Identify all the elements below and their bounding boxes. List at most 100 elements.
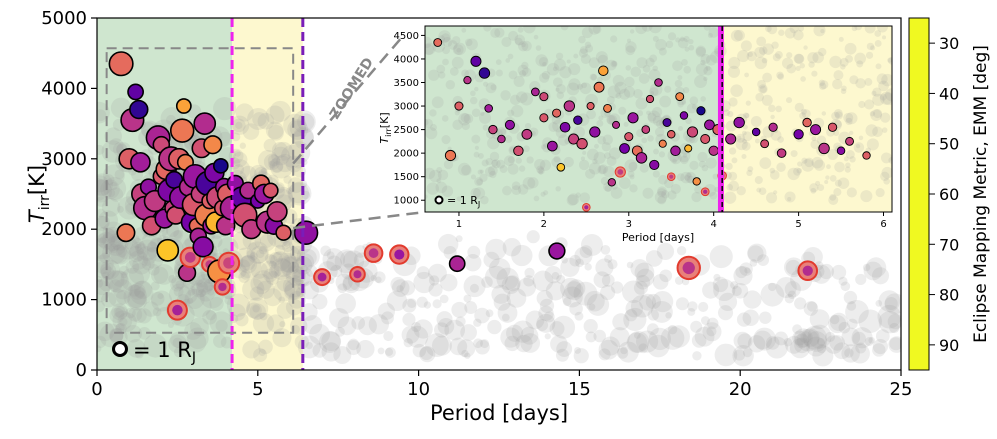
inset-background-point: [758, 84, 768, 94]
inset-background-point: [887, 56, 892, 65]
background-point: [202, 309, 218, 325]
inset-background-point: [854, 52, 867, 65]
background-point: [475, 339, 490, 355]
inset-background-point: [870, 45, 876, 51]
background-point: [213, 97, 237, 121]
background-point: [257, 150, 279, 171]
inset-background-point: [872, 93, 885, 106]
inset-background-point: [685, 117, 692, 125]
inset-data-point: [684, 144, 693, 153]
background-point: [702, 322, 722, 342]
background-point: [601, 273, 615, 287]
inset-background-point: [832, 79, 843, 90]
inset-background-point: [888, 157, 892, 164]
data-point: [108, 51, 134, 77]
inset-background-point: [507, 109, 515, 117]
background-point: [329, 308, 350, 329]
inset-background-point: [629, 184, 638, 193]
background-point: [173, 286, 184, 297]
background-point: [335, 273, 353, 291]
inset-background-point: [871, 90, 877, 96]
inset-background-point: [501, 36, 512, 48]
inset-background-point: [642, 64, 651, 73]
inset-background-point: [768, 104, 776, 113]
inset-background-point: [744, 113, 750, 119]
background-point: [168, 334, 187, 354]
inset-background-point: [495, 69, 503, 77]
background-point: [561, 257, 568, 264]
inset-background-point: [695, 63, 708, 76]
background-point: [775, 276, 797, 298]
inset-y-tick-label: 1500: [394, 172, 419, 183]
inset-background-point: [586, 109, 596, 120]
background-point: [273, 279, 295, 302]
inset-background-point: [700, 59, 706, 66]
x-tick-label: 20: [729, 379, 752, 400]
inset-background-point: [581, 82, 587, 89]
inset-background-point: [438, 71, 446, 79]
background-point: [743, 290, 762, 309]
inset-background-point: [615, 92, 622, 99]
inset-background-point: [491, 159, 501, 169]
inset-background-point: [833, 188, 842, 197]
background-point: [254, 230, 277, 252]
background-point: [625, 309, 638, 322]
x-tick-label: 0: [91, 379, 102, 400]
background-point: [274, 141, 293, 161]
background-point: [175, 280, 184, 289]
background-point: [260, 234, 274, 248]
background-point: [809, 309, 830, 330]
background-point: [105, 226, 120, 242]
background-point: [101, 292, 117, 308]
background-point: [242, 123, 260, 140]
inset-background-point: [829, 193, 837, 201]
background-point: [318, 331, 341, 353]
background-point: [334, 249, 359, 274]
inset-background-point: [579, 82, 592, 95]
background-point: [884, 296, 898, 311]
inset-background-point: [759, 157, 772, 169]
inset-background-point: [754, 138, 760, 144]
inset-background-point: [737, 135, 742, 140]
background-point: [265, 105, 285, 125]
inset-background-point: [876, 26, 888, 33]
inset-data-point: [670, 145, 681, 157]
background-point: [309, 323, 330, 345]
background-point: [833, 342, 851, 360]
background-point: [136, 308, 152, 324]
background-point: [829, 335, 846, 351]
background-point: [246, 241, 269, 264]
inset-data-point: [679, 111, 689, 120]
inset-background-point: [521, 67, 532, 77]
inset-background-point: [597, 135, 606, 145]
background-point: [203, 279, 216, 291]
background-point: [872, 343, 886, 357]
inset-background-point: [728, 171, 738, 181]
inset-data-point: [733, 116, 745, 129]
background-point: [337, 316, 357, 336]
inset-background-point: [627, 170, 635, 178]
inset-data-point: [563, 100, 576, 112]
background-point: [269, 155, 294, 179]
inset-background-point: [688, 44, 695, 51]
inset-background-point: [747, 166, 754, 173]
inset-background-point: [469, 96, 478, 105]
background-point: [266, 254, 278, 267]
background-point: [125, 260, 140, 274]
inset-background-point: [593, 151, 606, 164]
background-point: [416, 296, 428, 308]
inset-y-tick-label: 2500: [394, 125, 419, 136]
background-point: [106, 188, 116, 198]
background-point: [600, 284, 616, 301]
background-point: [656, 242, 675, 261]
background-point: [562, 297, 572, 306]
inset-background-point: [511, 104, 524, 118]
inset-background-point: [879, 93, 887, 101]
background-point: [249, 286, 265, 302]
background-point: [246, 302, 262, 319]
inset-data-point: [454, 101, 464, 111]
inset-background-point: [553, 155, 561, 163]
inset-background-point: [727, 110, 734, 118]
inset-background-point: [688, 38, 694, 45]
inset-background-point: [568, 63, 581, 76]
